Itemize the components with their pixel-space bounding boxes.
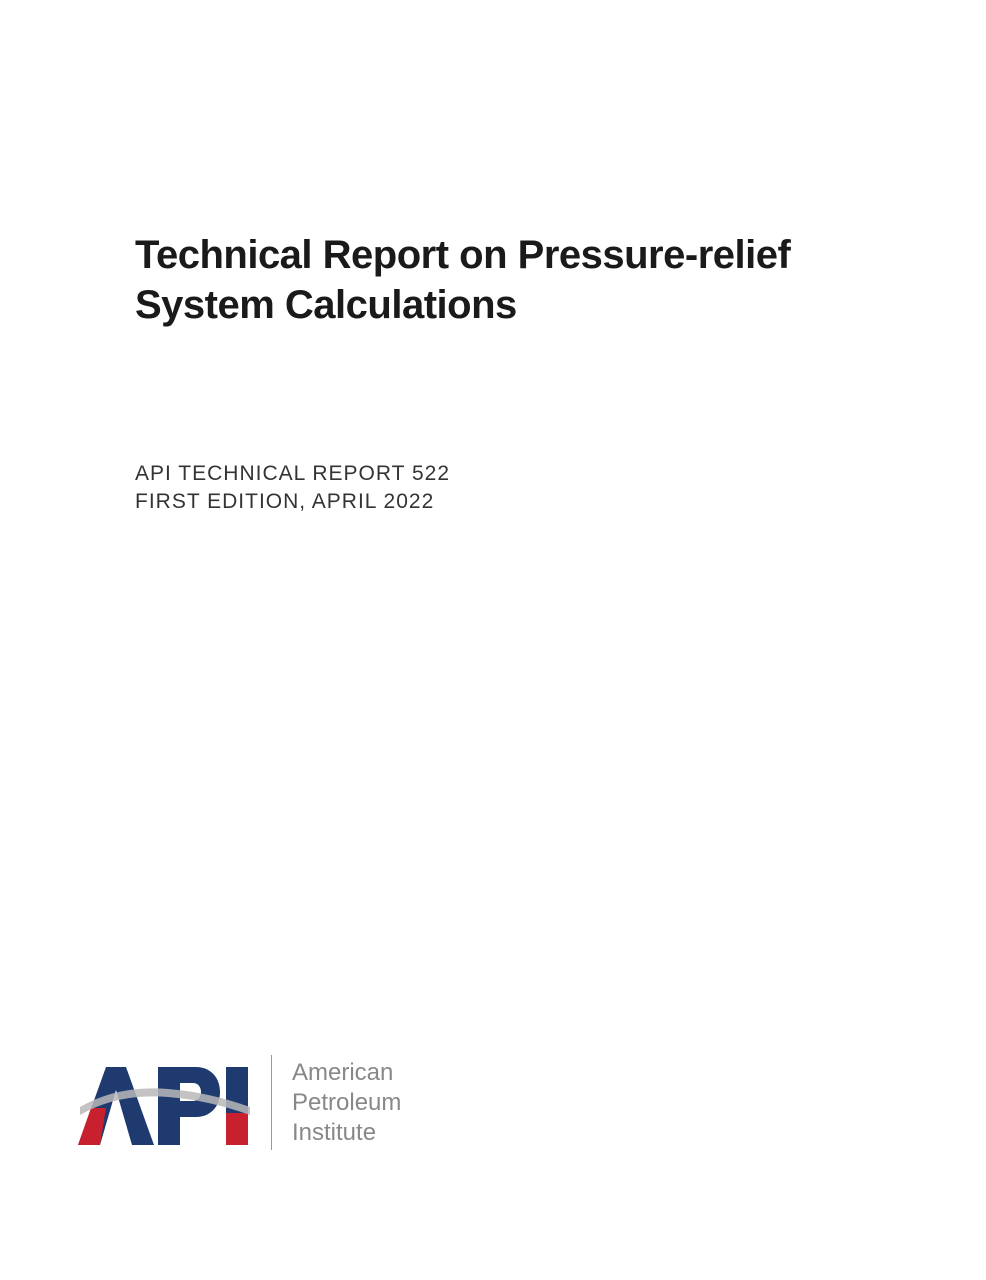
logo-divider	[271, 1055, 272, 1150]
document-page: Technical Report on Pressure-relief Syst…	[0, 0, 986, 1280]
api-logo-icon	[78, 1055, 253, 1150]
edition-line: FIRST EDITION, APRIL 2022	[135, 488, 986, 516]
document-subtitle: API TECHNICAL REPORT 522 FIRST EDITION, …	[135, 460, 986, 517]
org-line-3: Institute	[292, 1118, 401, 1148]
org-line-2: Petroleum	[292, 1088, 401, 1118]
document-title: Technical Report on Pressure-relief Syst…	[135, 230, 855, 330]
logo-area: American Petroleum Institute	[78, 1055, 401, 1150]
logo-org-text: American Petroleum Institute	[292, 1058, 401, 1148]
org-line-1: American	[292, 1058, 401, 1088]
report-number: API TECHNICAL REPORT 522	[135, 460, 986, 488]
